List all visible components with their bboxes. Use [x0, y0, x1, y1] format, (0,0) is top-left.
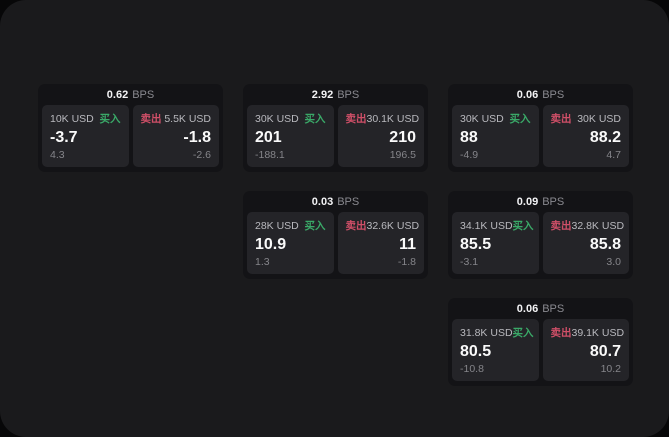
buy-amount: 10K USD: [50, 113, 94, 125]
sell-panel[interactable]: 卖出 30K USD 88.2 4.7: [542, 105, 629, 167]
panels: 30K USD 买入 88 -4.9 卖出 30K USD 88.2 4.7: [448, 105, 633, 172]
sell-panel[interactable]: 卖出 32.8K USD 85.8 3.0: [542, 212, 629, 274]
quote-card: 0.06 BPS 30K USD 买入 88 -4.9 卖出 30K USD: [448, 84, 633, 172]
sell-price: 11: [399, 236, 416, 253]
buy-delta: -4.9: [460, 149, 479, 161]
buy-button[interactable]: 买入: [304, 220, 326, 232]
sell-delta: 196.5: [389, 149, 416, 161]
sell-amount: 32.6K USD: [366, 220, 420, 232]
buy-delta: -10.8: [460, 363, 484, 375]
card-header: 0.09 BPS: [448, 191, 633, 212]
sell-amount: 30K USD: [577, 113, 621, 125]
buy-amount: 30K USD: [255, 113, 299, 125]
sell-price: 80.7: [589, 343, 621, 360]
buy-delta: 4.3: [50, 149, 65, 161]
sell-panel[interactable]: 卖出 30.1K USD 210 196.5: [337, 105, 424, 167]
bps-unit-label: BPS: [542, 302, 565, 315]
buy-panel[interactable]: 28K USD 买入 10.9 1.3: [247, 212, 334, 274]
quote-card: 0.09 BPS 34.1K USD 买入 85.5 -3.1 卖出 32.8K…: [448, 191, 633, 279]
buy-amount: 28K USD: [255, 220, 299, 232]
buy-button[interactable]: 买入: [99, 113, 121, 125]
panels: 34.1K USD 买入 85.5 -3.1 卖出 32.8K USD 85.8…: [448, 212, 633, 279]
buy-amount: 34.1K USD: [460, 220, 513, 232]
buy-delta: 1.3: [255, 256, 270, 268]
quote-card: 0.03 BPS 28K USD 买入 10.9 1.3 卖出 32.6K US…: [243, 191, 428, 279]
sell-button[interactable]: 卖出: [345, 220, 367, 232]
sell-delta: -1.8: [397, 256, 416, 268]
sell-delta: 4.7: [606, 149, 621, 161]
buy-panel[interactable]: 31.8K USD 买入 80.5 -10.8: [452, 319, 539, 381]
sell-button[interactable]: 卖出: [550, 327, 572, 339]
sell-panel[interactable]: 卖出 39.1K USD 80.7 10.2: [542, 319, 629, 381]
buy-price: 201: [255, 129, 282, 146]
quote-grid: 0.62 BPS 10K USD 买入 -3.7 4.3 卖出 5.5K USD: [38, 84, 633, 386]
buy-price: -3.7: [50, 129, 78, 146]
buy-price: 80.5: [460, 343, 492, 360]
panels: 30K USD 买入 201 -188.1 卖出 30.1K USD 210 1…: [243, 105, 428, 172]
panels: 10K USD 买入 -3.7 4.3 卖出 5.5K USD -1.8 -2.…: [38, 105, 223, 172]
bps-unit-label: BPS: [542, 195, 565, 208]
sell-amount: 30.1K USD: [366, 113, 420, 125]
card-header: 0.03 BPS: [243, 191, 428, 212]
buy-delta: -188.1: [255, 149, 285, 161]
bps-unit-label: BPS: [132, 88, 155, 101]
buy-price: 10.9: [255, 236, 287, 253]
sell-price: 88.2: [589, 129, 621, 146]
sell-delta: 10.2: [600, 363, 621, 375]
buy-amount: 31.8K USD: [460, 327, 513, 339]
bps-value: 0.06: [516, 302, 539, 315]
buy-button[interactable]: 买入: [512, 327, 534, 339]
bps-unit-label: BPS: [337, 88, 360, 101]
sell-panel[interactable]: 卖出 32.6K USD 11 -1.8: [337, 212, 424, 274]
sell-amount: 5.5K USD: [164, 113, 211, 125]
quote-card: 0.06 BPS 31.8K USD 买入 80.5 -10.8 卖出 39.1…: [448, 298, 633, 386]
sell-price: 85.8: [589, 236, 621, 253]
card-header: 0.62 BPS: [38, 84, 223, 105]
quote-card: 2.92 BPS 30K USD 买入 201 -188.1 卖出 30.1K …: [243, 84, 428, 172]
sell-panel[interactable]: 卖出 5.5K USD -1.8 -2.6: [132, 105, 219, 167]
buy-button[interactable]: 买入: [304, 113, 326, 125]
sell-button[interactable]: 卖出: [550, 113, 572, 125]
bps-value: 0.09: [516, 195, 539, 208]
card-header: 0.06 BPS: [448, 298, 633, 319]
panels: 31.8K USD 买入 80.5 -10.8 卖出 39.1K USD 80.…: [448, 319, 633, 386]
buy-panel[interactable]: 30K USD 买入 201 -188.1: [247, 105, 334, 167]
sell-price: 210: [389, 129, 416, 146]
bps-value: 0.06: [516, 88, 539, 101]
quote-card: 0.62 BPS 10K USD 买入 -3.7 4.3 卖出 5.5K USD: [38, 84, 223, 172]
card-header: 0.06 BPS: [448, 84, 633, 105]
buy-price: 88: [460, 129, 478, 146]
buy-panel[interactable]: 10K USD 买入 -3.7 4.3: [42, 105, 129, 167]
buy-price: 85.5: [460, 236, 492, 253]
buy-delta: -3.1: [460, 256, 479, 268]
sell-button[interactable]: 卖出: [345, 113, 367, 125]
sell-button[interactable]: 卖出: [140, 113, 162, 125]
sell-delta: 3.0: [606, 256, 621, 268]
sell-amount: 32.8K USD: [571, 220, 625, 232]
buy-amount: 30K USD: [460, 113, 504, 125]
bps-value: 0.03: [311, 195, 334, 208]
buy-panel[interactable]: 34.1K USD 买入 85.5 -3.1: [452, 212, 539, 274]
sell-delta: -2.6: [192, 149, 211, 161]
bps-unit-label: BPS: [337, 195, 360, 208]
sell-amount: 39.1K USD: [571, 327, 625, 339]
bps-unit-label: BPS: [542, 88, 565, 101]
bps-value: 0.62: [106, 88, 129, 101]
card-header: 2.92 BPS: [243, 84, 428, 105]
bps-value: 2.92: [311, 88, 334, 101]
panels: 28K USD 买入 10.9 1.3 卖出 32.6K USD 11 -1.8: [243, 212, 428, 279]
buy-panel[interactable]: 30K USD 买入 88 -4.9: [452, 105, 539, 167]
buy-button[interactable]: 买入: [509, 113, 531, 125]
buy-button[interactable]: 买入: [512, 220, 534, 232]
sell-price: -1.8: [183, 129, 211, 146]
sell-button[interactable]: 卖出: [550, 220, 572, 232]
